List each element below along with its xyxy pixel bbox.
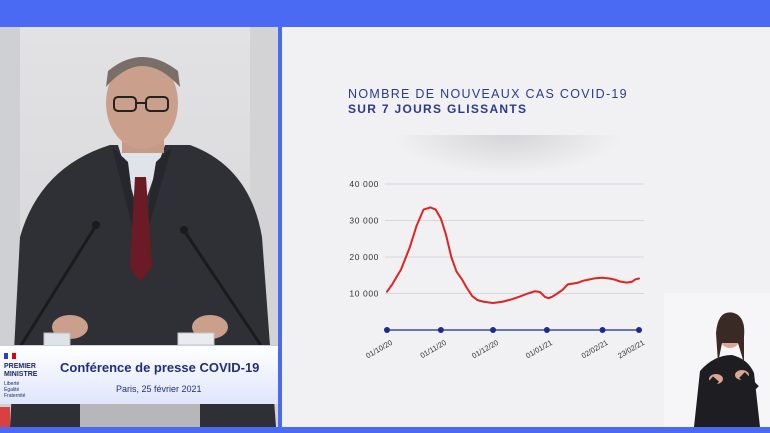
x-tick-label: 02/02/21 (580, 338, 610, 360)
caption-panel: PREMIER MINISTRE Liberté Égalité Fratern… (0, 345, 278, 404)
chart-title-line2: SUR 7 JOURS GLISSANTS (348, 102, 528, 116)
french-flag-icon (4, 353, 16, 359)
chart-title-line1: NOMBRE DE NOUVEAUX CAS COVID-19 (348, 87, 628, 101)
interpreter-figure (694, 312, 760, 427)
caption-title: Conférence de presse COVID-19 (60, 360, 260, 375)
caption-subtitle: Paris, 25 février 2021 (116, 384, 202, 394)
x-tick-label: 01/12/20 (470, 338, 500, 360)
series-line-new-cases (386, 206, 640, 304)
speaker-video: PREMIER MINISTRE Liberté Égalité Fratern… (0, 27, 278, 427)
x-tick-dot (636, 327, 642, 333)
x-tick-dot (384, 327, 390, 333)
title-shadow (392, 135, 622, 175)
x-tick-label: 01/11/20 (419, 338, 448, 360)
x-tick-label: 01/10/20 (364, 338, 394, 360)
x-tick-dot (599, 327, 606, 333)
org-name-line2: MINISTRE (4, 371, 38, 378)
bottom-frame-bar (0, 427, 770, 433)
frame-divider (278, 27, 282, 427)
y-tick-label: 10 000 (349, 289, 379, 299)
org-name-line1: PREMIER (4, 363, 36, 370)
org-motto-2: Égalité (4, 387, 20, 393)
sign-language-interpreter-inset (664, 293, 770, 427)
x-tick-label: 01/01/21 (524, 338, 554, 360)
x-tick-label: 23/02/21 (616, 338, 646, 360)
x-tick-dot (437, 327, 444, 333)
x-tick-dot (543, 327, 550, 333)
y-tick-label: 30 000 (349, 216, 379, 226)
org-motto-3: Fraternité (4, 393, 26, 399)
y-tick-label: 20 000 (349, 252, 379, 262)
org-motto-1: Liberté (4, 381, 20, 387)
x-tick-dot (490, 327, 497, 333)
y-tick-label: 40 000 (349, 179, 379, 189)
top-frame-bar (0, 0, 770, 27)
line-chart: 10 000 20 000 30 000 40 000 01/10/20 01/11/2… (349, 179, 646, 360)
